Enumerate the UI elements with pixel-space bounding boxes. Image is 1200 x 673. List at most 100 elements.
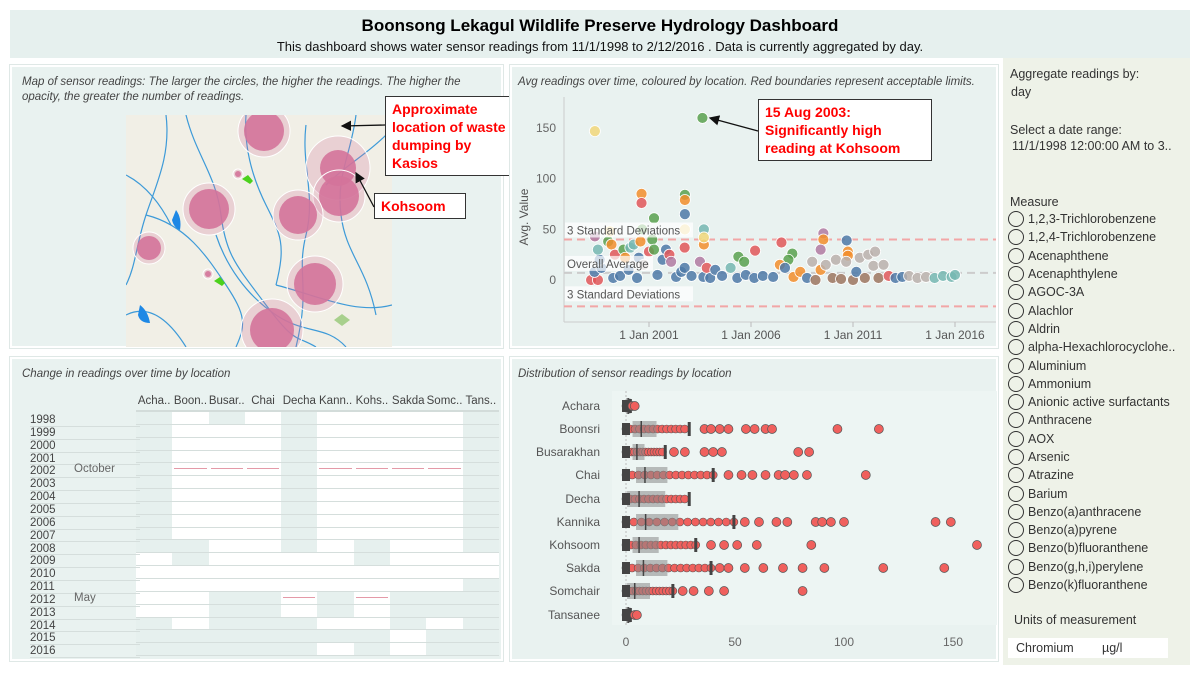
heatmap-cell[interactable] [390,630,427,643]
heatmap-cell[interactable] [390,604,427,617]
heatmap-cell[interactable] [172,463,209,476]
heatmap-cell[interactable] [462,578,499,591]
radio-icon[interactable] [1008,302,1024,319]
sensor-map[interactable] [126,115,392,347]
radio-icon[interactable] [1008,339,1024,356]
heatmap-cell[interactable] [462,476,499,489]
sensor-circle[interactable] [205,271,211,277]
outlier-point[interactable] [782,517,793,527]
measure-option[interactable]: Ammonium [1008,375,1190,393]
radio-icon[interactable] [1008,449,1024,465]
data-point[interactable] [840,234,853,247]
heatmap-cell[interactable] [244,476,282,489]
heatmap-cell[interactable] [390,540,427,553]
heatmap-cell[interactable] [172,412,209,424]
heatmap-cell[interactable] [244,604,282,617]
heatmap-cell[interactable] [462,450,499,463]
data-point[interactable] [779,261,791,274]
outlier-point[interactable] [839,517,849,527]
outlier-point[interactable] [817,517,828,527]
measure-option[interactable]: Anionic active surfactants [1008,393,1190,411]
data-point[interactable] [697,231,710,244]
column-header[interactable]: Acha.. [137,395,171,407]
outlier-point[interactable] [874,424,884,434]
reading-point[interactable] [721,517,731,527]
outlier-point[interactable] [860,470,871,480]
data-point[interactable] [592,243,604,256]
measure-option[interactable]: Benzo(a)pyrene [1008,521,1190,539]
outlier-point[interactable] [760,470,771,480]
heatmap-cell[interactable] [462,527,499,540]
data-point[interactable] [738,255,751,268]
heatmap-cell[interactable] [426,527,463,540]
data-point[interactable] [696,112,709,124]
heatmap-cell[interactable] [244,578,282,591]
heatmap-cell[interactable] [426,630,463,643]
heatmap-cell[interactable] [462,553,499,566]
heatmap-cell[interactable] [281,412,318,424]
data-point[interactable] [767,271,780,283]
heatmap-cell[interactable] [353,617,391,630]
sensor-circle[interactable] [235,171,241,177]
heatmap-cell[interactable] [390,450,427,463]
box[interactable] [636,467,668,483]
heatmap-cell[interactable] [317,501,354,514]
heatmap-cell[interactable] [281,527,318,540]
data-point[interactable] [829,253,842,266]
heatmap-cell[interactable] [317,566,354,578]
measure-option[interactable]: Acenaphthene [1008,247,1190,265]
heatmap-cell[interactable] [426,591,463,604]
outlier-point[interactable] [706,540,716,550]
sensor-circle[interactable] [137,236,161,260]
measure-option[interactable]: AOX [1008,430,1190,448]
heatmap-cell[interactable] [390,424,427,437]
heatmap-cell[interactable] [353,437,391,450]
heatmap-cell[interactable] [244,566,282,578]
data-point[interactable] [651,269,664,281]
heatmap-cell[interactable] [353,489,391,501]
data-point[interactable] [806,255,819,268]
heatmap-cell[interactable] [426,604,463,617]
heatmap-cell[interactable] [317,450,354,463]
heatmap-cell[interactable] [172,450,209,463]
data-point[interactable] [635,197,648,209]
radio-icon[interactable] [1008,540,1024,557]
heatmap-cell[interactable] [136,501,173,514]
heatmap-cell[interactable] [462,412,499,424]
heatmap-cell[interactable] [426,501,463,514]
outlier-point[interactable] [754,517,764,527]
heatmap-cell[interactable] [281,566,318,578]
radio-icon[interactable] [1008,577,1024,594]
outlier-point[interactable] [780,470,790,480]
heatmap-cell[interactable] [244,514,282,527]
heatmap-cell[interactable] [208,450,245,463]
heatmap-cell[interactable] [244,424,282,437]
box[interactable] [636,560,668,576]
heatmap-cell[interactable] [353,578,391,591]
heatmap-cell[interactable] [208,437,245,450]
data-point[interactable] [872,272,885,284]
box[interactable] [632,537,659,553]
radio-icon[interactable] [1008,320,1024,337]
outlier-point[interactable] [739,563,750,573]
heatmap-cell[interactable] [244,630,282,643]
data-point[interactable] [869,245,882,258]
heatmap-cell[interactable] [426,553,463,566]
outlier-point[interactable] [972,540,982,550]
heatmap-cell[interactable] [317,412,354,424]
column-header[interactable]: Chai [251,395,275,407]
outlier-point[interactable] [632,610,642,620]
heatmap-cell[interactable] [317,578,354,591]
heatmap-cell[interactable] [426,540,463,553]
heatmap-cell[interactable] [136,643,173,656]
heatmap-cell[interactable] [281,437,318,450]
heatmap-cell[interactable] [172,437,209,450]
outlier-point[interactable] [806,540,817,550]
outlier-point[interactable] [739,517,750,527]
outlier-point[interactable] [767,424,777,434]
heatmap-cell[interactable] [281,604,318,617]
heatmap-cell[interactable] [317,527,354,540]
data-point[interactable] [665,255,678,268]
radio-icon[interactable] [1008,558,1024,575]
outlier-point[interactable] [703,586,714,596]
